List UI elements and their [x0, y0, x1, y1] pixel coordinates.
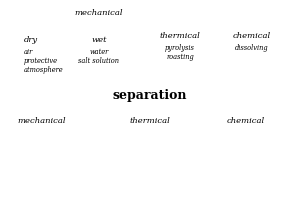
Text: mechanical: mechanical [75, 9, 123, 17]
Text: dry: dry [24, 36, 38, 44]
Text: chemical: chemical [227, 117, 265, 125]
Text: air
protective
atmosphere: air protective atmosphere [24, 48, 64, 74]
Text: pyrolysis
roasting: pyrolysis roasting [165, 44, 195, 61]
Text: water
salt solution: water salt solution [79, 48, 119, 65]
Text: chemical: chemical [233, 32, 271, 40]
Text: dissolving: dissolving [235, 44, 269, 52]
Text: wet: wet [91, 36, 107, 44]
Text: mechanical: mechanical [18, 117, 66, 125]
Text: thermical: thermical [130, 117, 170, 125]
Text: separation: separation [113, 89, 187, 102]
Text: thermical: thermical [160, 32, 200, 40]
